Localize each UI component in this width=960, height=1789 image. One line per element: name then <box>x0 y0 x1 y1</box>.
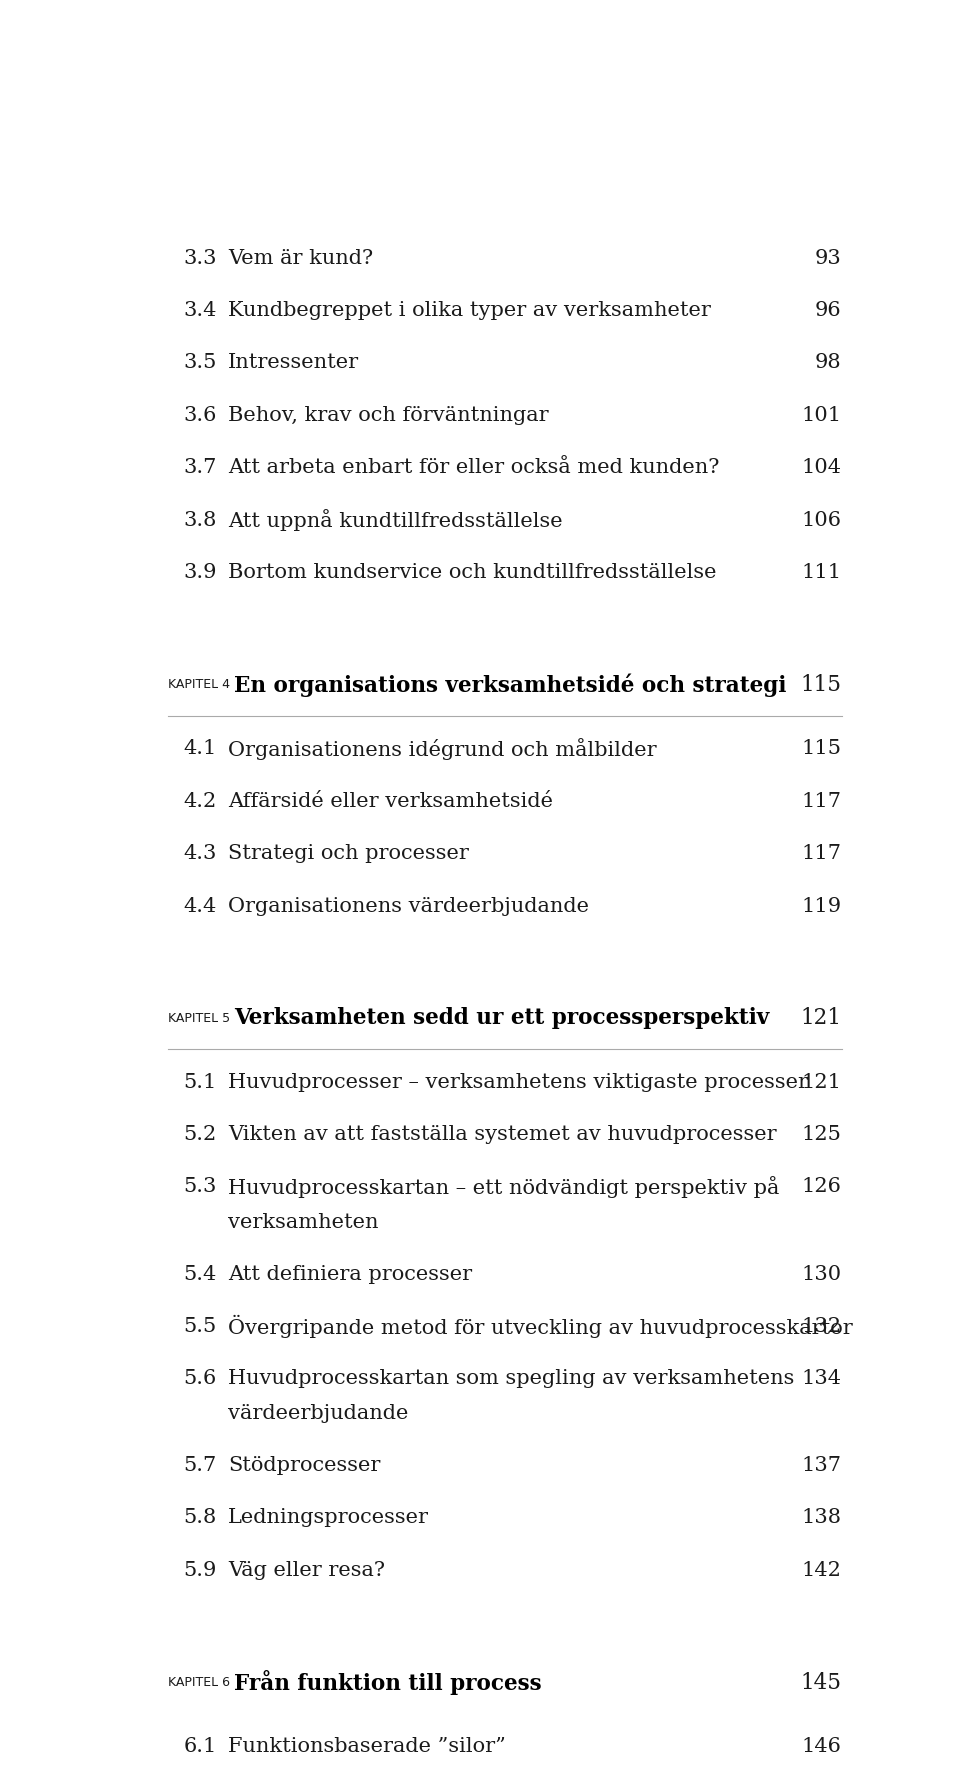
Text: 142: 142 <box>802 1560 842 1580</box>
Text: KAPITEL 5: KAPITEL 5 <box>168 1011 230 1025</box>
Text: 117: 117 <box>802 791 842 810</box>
Text: Intressenter: Intressenter <box>228 352 359 372</box>
Text: 5.9: 5.9 <box>183 1560 217 1580</box>
Text: 96: 96 <box>815 301 842 320</box>
Text: 4.3: 4.3 <box>183 844 217 862</box>
Text: Att uppnå kundtillfredsställelse: Att uppnå kundtillfredsställelse <box>228 508 563 531</box>
Text: Huvudprocesskartan som spegling av verksamhetens: Huvudprocesskartan som spegling av verks… <box>228 1369 794 1386</box>
Text: 115: 115 <box>801 673 842 696</box>
Text: Vikten av att fastställa systemet av huvudprocesser: Vikten av att fastställa systemet av huv… <box>228 1125 777 1143</box>
Text: Huvudprocesskartan – ett nödvändigt perspektiv på: Huvudprocesskartan – ett nödvändigt pers… <box>228 1175 780 1197</box>
Text: 5.5: 5.5 <box>183 1317 217 1335</box>
Text: 106: 106 <box>802 510 842 530</box>
Text: KAPITEL 6: KAPITEL 6 <box>168 1675 230 1689</box>
Text: 4.4: 4.4 <box>183 896 217 914</box>
Text: Från funktion till process: Från funktion till process <box>234 1669 541 1694</box>
Text: 115: 115 <box>802 739 842 759</box>
Text: 5.1: 5.1 <box>183 1072 217 1091</box>
Text: 125: 125 <box>802 1125 842 1143</box>
Text: Bortom kundservice och kundtillfredsställelse: Bortom kundservice och kundtillfredsstäl… <box>228 564 716 581</box>
Text: 119: 119 <box>802 896 842 914</box>
Text: 146: 146 <box>802 1737 842 1755</box>
Text: KAPITEL 4: KAPITEL 4 <box>168 678 230 691</box>
Text: 5.7: 5.7 <box>183 1454 217 1474</box>
Text: Att definiera processer: Att definiera processer <box>228 1263 472 1283</box>
Text: Huvudprocesser – verksamhetens viktigaste processer: Huvudprocesser – verksamhetens viktigast… <box>228 1072 808 1091</box>
Text: 5.8: 5.8 <box>183 1508 217 1526</box>
Text: Väg eller resa?: Väg eller resa? <box>228 1560 385 1580</box>
Text: värdeerbjudande: värdeerbjudande <box>228 1404 408 1422</box>
Text: 134: 134 <box>802 1369 842 1386</box>
Text: Behov, krav och förväntningar: Behov, krav och förväntningar <box>228 406 548 424</box>
Text: 104: 104 <box>802 458 842 478</box>
Text: 3.5: 3.5 <box>183 352 217 372</box>
Text: 132: 132 <box>802 1317 842 1335</box>
Text: Strategi och processer: Strategi och processer <box>228 844 468 862</box>
Text: 3.6: 3.6 <box>183 406 217 424</box>
Text: 121: 121 <box>802 1072 842 1091</box>
Text: 3.3: 3.3 <box>183 249 217 268</box>
Text: Vem är kund?: Vem är kund? <box>228 249 373 268</box>
Text: 4.2: 4.2 <box>183 791 217 810</box>
Text: Organisationens idégrund och målbilder: Organisationens idégrund och målbilder <box>228 737 657 760</box>
Text: 130: 130 <box>802 1263 842 1283</box>
Text: 5.4: 5.4 <box>183 1263 217 1283</box>
Text: 101: 101 <box>802 406 842 424</box>
Text: 5.6: 5.6 <box>183 1369 217 1386</box>
Text: 117: 117 <box>802 844 842 862</box>
Text: Affärsidé eller verksamhetsidé: Affärsidé eller verksamhetsidé <box>228 791 553 810</box>
Text: 5.2: 5.2 <box>183 1125 217 1143</box>
Text: 137: 137 <box>802 1454 842 1474</box>
Text: 121: 121 <box>801 1007 842 1029</box>
Text: Verksamheten sedd ur ett processperspektiv: Verksamheten sedd ur ett processperspekt… <box>234 1007 769 1029</box>
Text: 3.9: 3.9 <box>183 564 217 581</box>
Text: 145: 145 <box>801 1671 842 1692</box>
Text: En organisations verksamhetsidé och strategi: En organisations verksamhetsidé och stra… <box>234 673 786 696</box>
Text: 3.7: 3.7 <box>183 458 217 478</box>
Text: Funktionsbaserade ”silor”: Funktionsbaserade ”silor” <box>228 1737 506 1755</box>
Text: 3.8: 3.8 <box>183 510 217 530</box>
Text: verksamheten: verksamheten <box>228 1211 378 1231</box>
Text: Att arbeta enbart för eller också med kunden?: Att arbeta enbart för eller också med ku… <box>228 458 719 478</box>
Text: 4.1: 4.1 <box>183 739 217 759</box>
Text: Stödprocesser: Stödprocesser <box>228 1454 380 1474</box>
Text: 93: 93 <box>815 249 842 268</box>
Text: Organisationens värdeerbjudande: Organisationens värdeerbjudande <box>228 896 588 914</box>
Text: Kundbegreppet i olika typer av verksamheter: Kundbegreppet i olika typer av verksamhe… <box>228 301 710 320</box>
Text: 5.3: 5.3 <box>183 1177 217 1195</box>
Text: 138: 138 <box>802 1508 842 1526</box>
Text: 6.1: 6.1 <box>183 1737 217 1755</box>
Text: Övergripande metod för utveckling av huvudprocesskartor: Övergripande metod för utveckling av huv… <box>228 1315 852 1336</box>
Text: 3.4: 3.4 <box>183 301 217 320</box>
Text: 111: 111 <box>802 564 842 581</box>
Text: 126: 126 <box>802 1177 842 1195</box>
Text: 98: 98 <box>815 352 842 372</box>
Text: Ledningsprocesser: Ledningsprocesser <box>228 1508 429 1526</box>
